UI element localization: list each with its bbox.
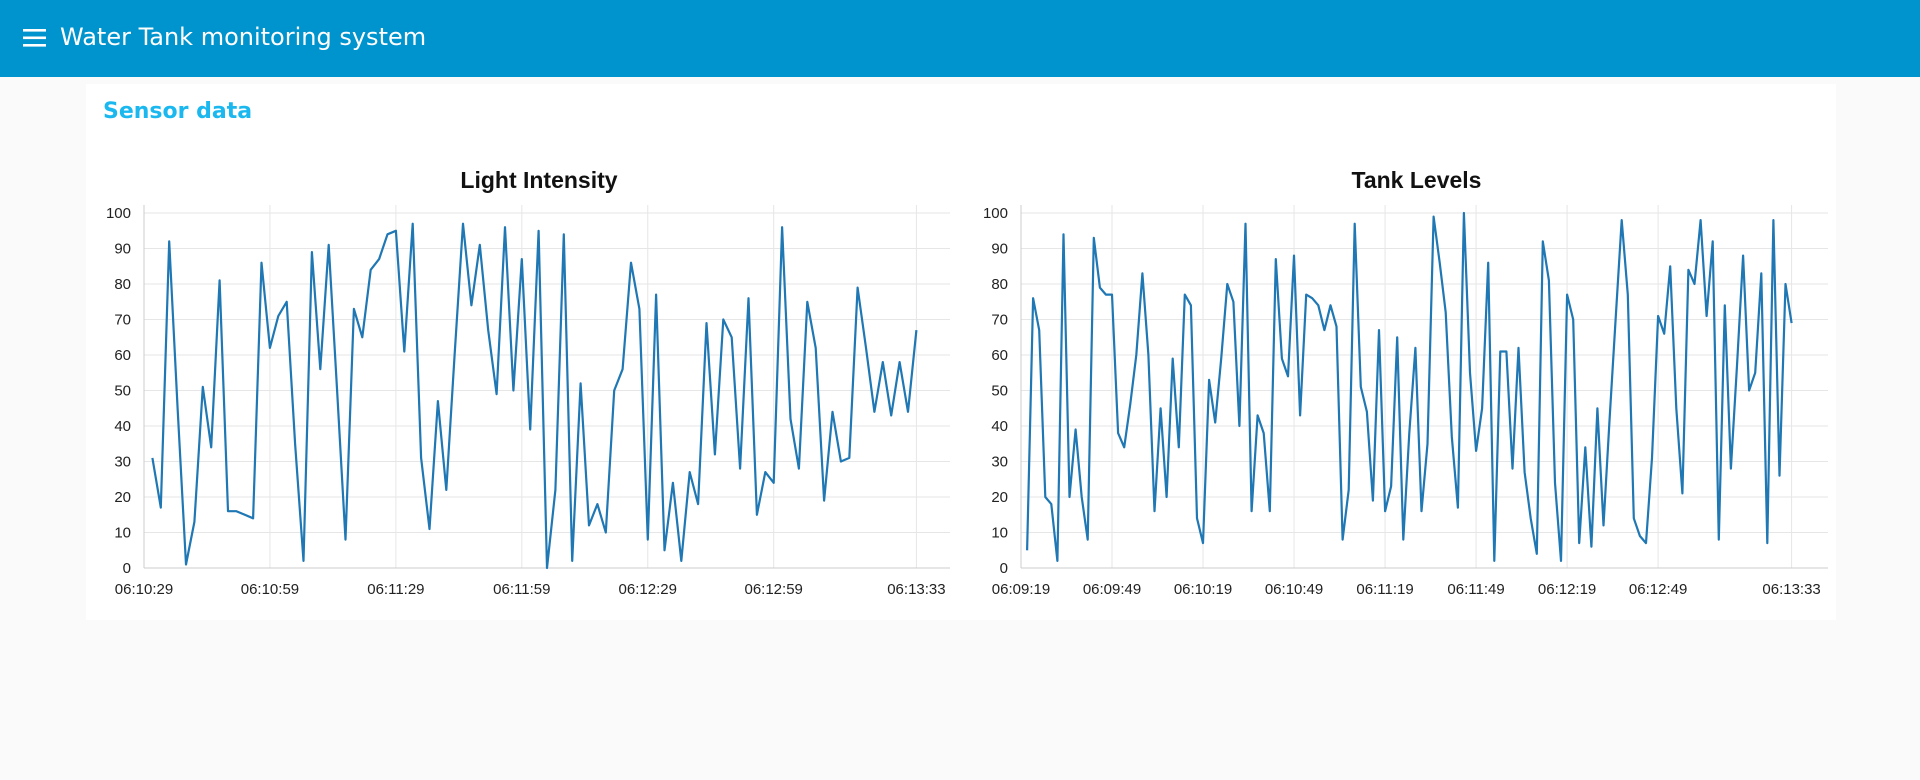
y-tick-label: 10 — [114, 525, 131, 542]
app-title: Water Tank monitoring system — [60, 23, 427, 51]
y-tick-label: 90 — [991, 241, 1008, 258]
x-tick-label: 06:10:29 — [115, 581, 173, 598]
x-tick-label: 06:09:19 — [992, 581, 1050, 598]
group-card — [86, 84, 1836, 620]
x-tick-label: 06:12:29 — [619, 581, 677, 598]
y-tick-label: 70 — [114, 312, 131, 329]
y-tick-label: 60 — [991, 347, 1008, 364]
y-tick-label: 50 — [114, 383, 131, 400]
x-tick-label: 06:11:19 — [1356, 581, 1413, 598]
y-tick-label: 30 — [991, 454, 1008, 471]
y-tick-label: 20 — [114, 489, 131, 506]
y-tick-label: 100 — [106, 205, 131, 222]
x-tick-label: 06:12:49 — [1629, 581, 1687, 598]
y-tick-label: 80 — [991, 276, 1008, 293]
y-tick-label: 80 — [114, 276, 131, 293]
y-tick-label: 90 — [114, 241, 131, 258]
y-tick-label: 0 — [1000, 560, 1008, 577]
menu-button[interactable] — [23, 28, 47, 48]
y-tick-label: 0 — [123, 560, 131, 577]
x-tick-label: 06:11:29 — [367, 581, 424, 598]
group-title: Sensor data — [103, 99, 253, 124]
y-tick-label: 100 — [983, 205, 1008, 222]
y-tick-label: 30 — [114, 454, 131, 471]
y-tick-label: 70 — [991, 312, 1008, 329]
y-tick-label: 40 — [114, 418, 131, 435]
y-tick-label: 50 — [991, 383, 1008, 400]
y-tick-label: 60 — [114, 347, 131, 364]
x-tick-label: 06:10:59 — [241, 581, 299, 598]
x-tick-label: 06:10:19 — [1174, 581, 1232, 598]
chart-title: Tank Levels — [1352, 167, 1482, 193]
toolbar: Water Tank monitoring system — [0, 0, 1920, 77]
x-tick-label: 06:12:59 — [744, 581, 802, 598]
y-tick-label: 20 — [991, 489, 1008, 506]
chart-title: Light Intensity — [460, 167, 617, 193]
x-tick-label: 06:13:33 — [887, 581, 945, 598]
x-tick-label: 06:10:49 — [1265, 581, 1323, 598]
x-tick-label: 06:09:49 — [1083, 581, 1141, 598]
data-line — [151, 222, 918, 570]
y-tick-label: 40 — [991, 418, 1008, 435]
data-line — [1026, 211, 1793, 562]
x-tick-label: 06:13:33 — [1762, 581, 1820, 598]
x-tick-label: 06:11:49 — [1447, 581, 1504, 598]
x-tick-label: 06:12:19 — [1538, 581, 1596, 598]
x-tick-label: 06:11:59 — [493, 581, 550, 598]
y-tick-label: 10 — [991, 525, 1008, 542]
